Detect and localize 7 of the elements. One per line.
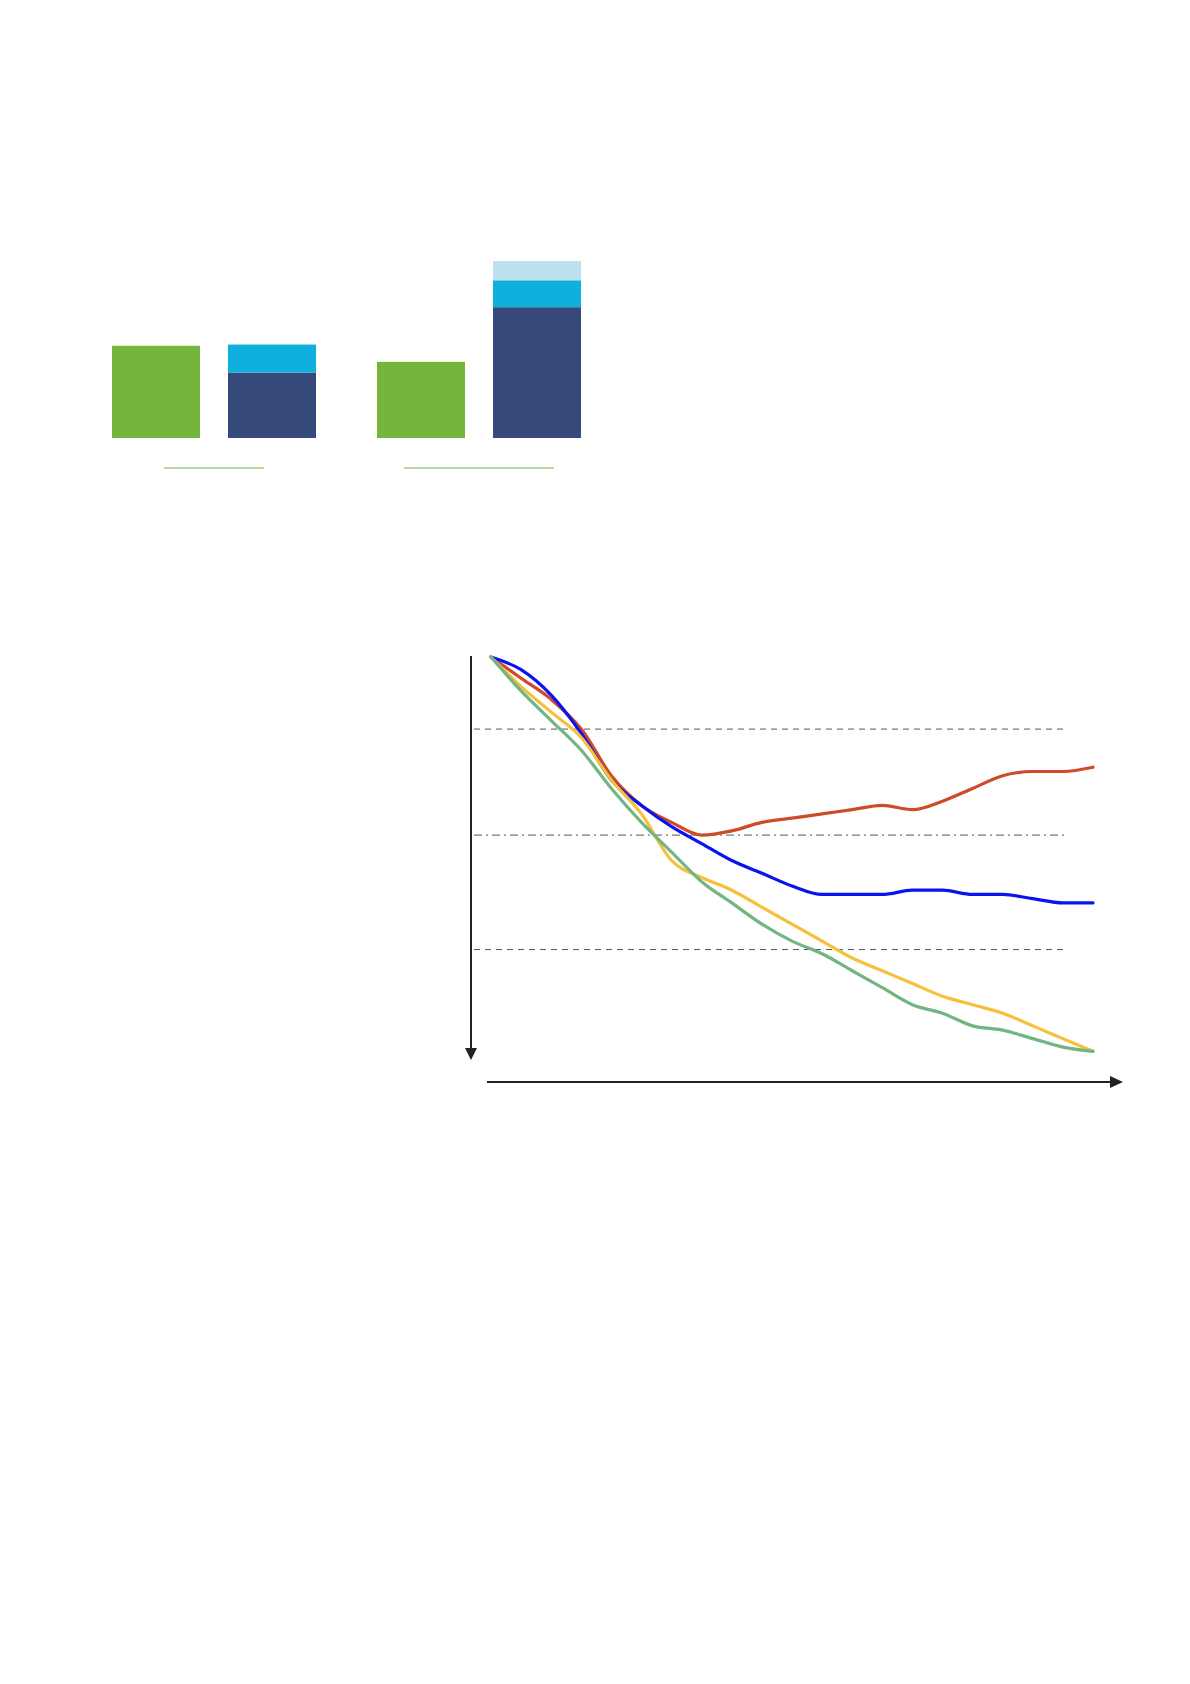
bar	[228, 344, 316, 373]
bar	[228, 372, 316, 438]
bar	[493, 280, 581, 308]
bar	[112, 345, 200, 438]
bar	[377, 361, 465, 438]
bar	[493, 261, 581, 281]
bar	[493, 307, 581, 438]
